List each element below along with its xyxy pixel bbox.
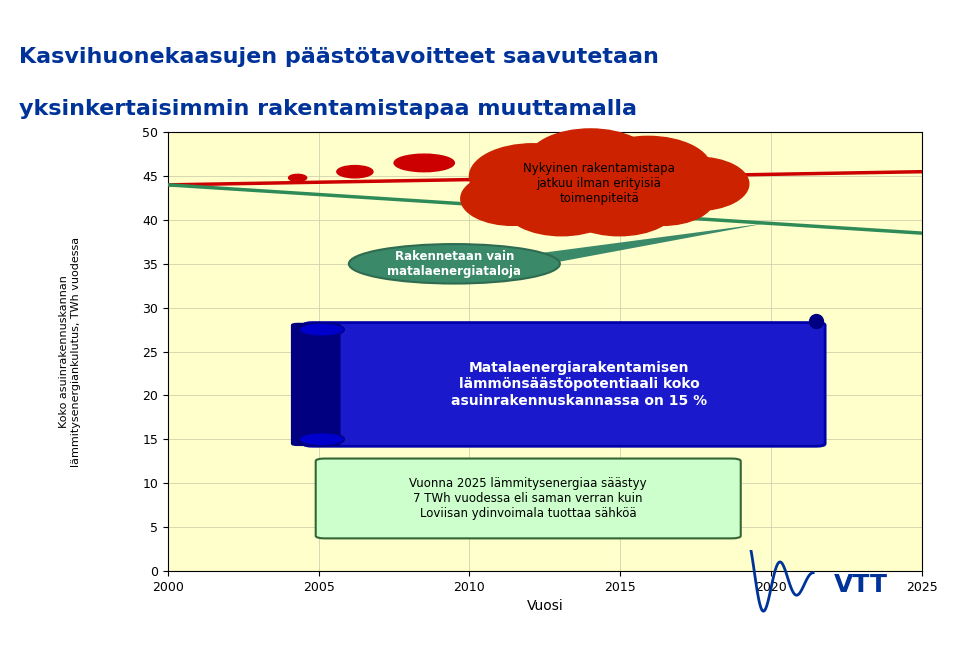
Text: Copyright © VTT 2005: Copyright © VTT 2005: [12, 624, 121, 635]
X-axis label: Vuosi: Vuosi: [526, 599, 564, 613]
Circle shape: [585, 136, 711, 202]
Polygon shape: [539, 223, 765, 266]
Text: Koko asuinrakennuskannan
lämmitysenergiankulutus, TWh vuodessa: Koko asuinrakennuskannan lämmitysenergia…: [60, 237, 81, 466]
Circle shape: [504, 176, 619, 236]
Ellipse shape: [300, 433, 345, 446]
Text: Kasvihuonekaasujen päästötavoitteet saavutetaan: Kasvihuonekaasujen päästötavoitteet saav…: [19, 47, 659, 67]
FancyBboxPatch shape: [303, 322, 826, 446]
Text: Matalaenergiarakentamisen
lämmönsäästöpotentiaali koko
asuinrakennuskannassa on : Matalaenergiarakentamisen lämmönsäästöpo…: [451, 361, 708, 408]
Text: VTT: VTT: [834, 573, 888, 597]
Circle shape: [469, 144, 596, 209]
Text: Rakennetaan vain
matalaenergiataloja: Rakennetaan vain matalaenergiataloja: [388, 250, 521, 278]
Text: Nykyinen rakentamistapa
jatkuu ilman erityisiä
toimenpiteitä: Nykyinen rakentamistapa jatkuu ilman eri…: [523, 163, 675, 205]
Ellipse shape: [300, 323, 345, 336]
Ellipse shape: [348, 244, 560, 284]
Circle shape: [461, 172, 564, 225]
Text: 7   9.11.2004: 7 9.11.2004: [134, 624, 199, 635]
Text: VTT RAKENNUS- JA YHDYSKUNTATEKNIIKKA: VTT RAKENNUS- JA YHDYSKUNTATEKNIIKKA: [8, 10, 263, 21]
Ellipse shape: [337, 166, 373, 178]
Circle shape: [645, 157, 749, 210]
Circle shape: [611, 172, 714, 225]
Circle shape: [527, 129, 654, 194]
Circle shape: [562, 176, 677, 236]
Ellipse shape: [395, 154, 454, 172]
Text: yksinkertaisimmin rakentamistapaa muuttamalla: yksinkertaisimmin rakentamistapaa muutta…: [19, 99, 637, 119]
Ellipse shape: [289, 174, 306, 181]
Text: Vuonna 2025 lämmitysenergiaa säästyy
7 TWh vuodessa eli saman verran kuin
Loviis: Vuonna 2025 lämmitysenergiaa säästyy 7 T…: [409, 477, 647, 520]
FancyBboxPatch shape: [316, 459, 741, 539]
FancyBboxPatch shape: [292, 323, 340, 446]
